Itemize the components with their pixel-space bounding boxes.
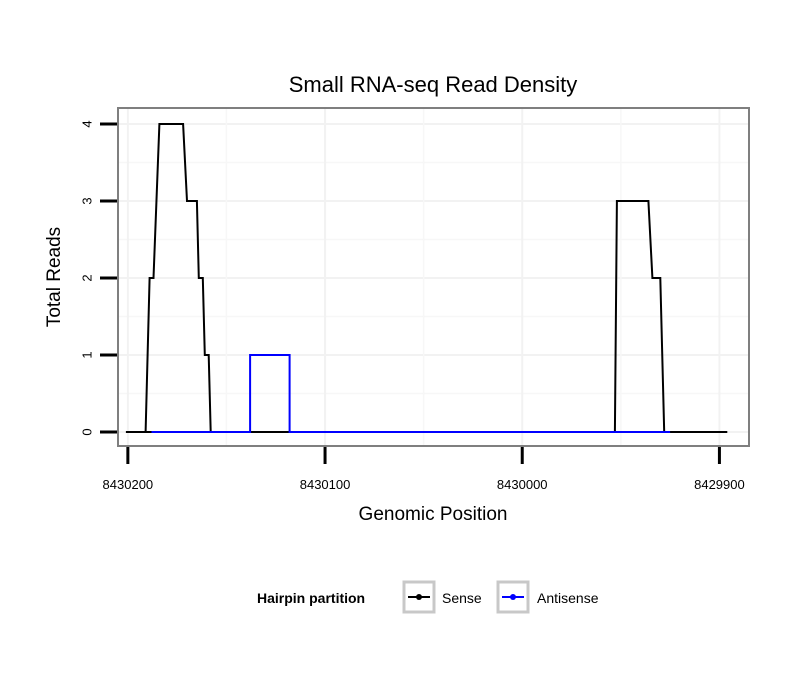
grid-layer [118,108,749,446]
y-tick-label: 0 [79,428,94,435]
chart-title: Small RNA-seq Read Density [289,72,578,97]
plot-frame [117,107,750,447]
y-axis-label: Total Reads [44,227,65,327]
legend-title: Hairpin partition [257,590,365,606]
y-tick-label: 1 [79,351,94,358]
series-line-sense [125,123,728,433]
legend: Hairpin partition Sense Antisense [257,580,599,614]
y-tick-label: 2 [79,274,94,281]
legend-dot-sense [416,594,422,600]
legend-item-sense: Sense [402,580,482,614]
series-line-antisense [151,354,671,433]
legend-label-sense: Sense [442,590,482,606]
series-layer [125,123,728,433]
x-tick-label: 8430200 [103,477,154,492]
x-tick-label: 8429900 [694,477,745,492]
x-axis-label: Genomic Position [359,504,508,525]
x-tick-label: 8430000 [497,477,548,492]
x-tick-label: 8430100 [300,477,351,492]
legend-label-antisense: Antisense [537,590,599,606]
y-axis: 0 1 2 3 4 [79,120,117,436]
legend-dot-antisense [510,594,516,600]
x-axis: 8430200 8430100 8430000 8429900 [103,447,745,492]
legend-item-antisense: Antisense [496,580,599,614]
y-tick-label: 4 [79,120,94,127]
y-tick-label: 3 [79,197,94,204]
